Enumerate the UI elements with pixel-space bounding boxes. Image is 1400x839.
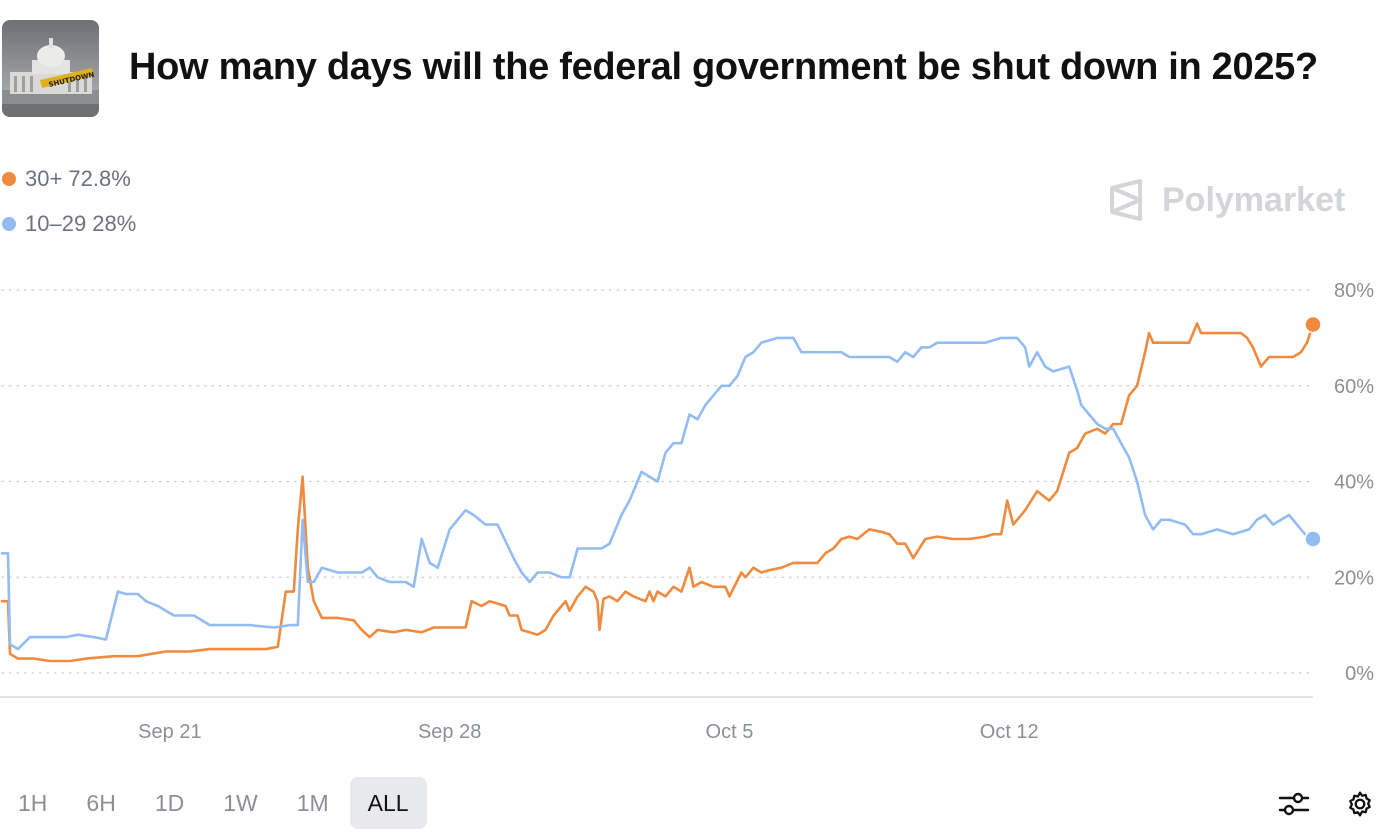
time-range-selector: 1H 6H 1D 1W 1M ALL bbox=[0, 776, 430, 830]
market-thumbnail: SHUTDOWN bbox=[2, 20, 99, 117]
x-tick-label: Sep 28 bbox=[418, 721, 481, 743]
x-tick-label: Sep 21 bbox=[138, 721, 201, 743]
y-tick-label: 0% bbox=[1345, 663, 1374, 685]
y-tick-label: 40% bbox=[1334, 472, 1374, 494]
polymarket-watermark: Polymarket bbox=[1106, 178, 1345, 222]
series-lines bbox=[0, 315, 1322, 663]
capitol-shutdown-image: SHUTDOWN bbox=[2, 20, 99, 117]
range-button-all[interactable]: ALL bbox=[349, 777, 427, 829]
legend-dot bbox=[2, 171, 16, 186]
range-button-6h[interactable]: 6H bbox=[86, 789, 116, 816]
y-tick-label: 80% bbox=[1334, 280, 1374, 302]
gear-icon[interactable] bbox=[1344, 788, 1376, 820]
sliders-icon[interactable] bbox=[1278, 788, 1310, 820]
legend-item-10-29: 10–29 28% bbox=[2, 201, 136, 246]
page-title: How many days will the federal governmen… bbox=[129, 46, 1318, 88]
x-tick-label: Oct 12 bbox=[980, 721, 1039, 743]
legend-label: 10–29 28% bbox=[25, 210, 137, 236]
chart-legend: 30+ 72.8% 10–29 28% bbox=[2, 156, 136, 246]
range-button-1w[interactable]: 1W bbox=[223, 789, 258, 816]
legend-dot bbox=[2, 216, 16, 231]
series-end-marker bbox=[1304, 315, 1322, 334]
range-button-1d[interactable]: 1D bbox=[154, 789, 185, 816]
x-axis-ticks: Sep 21 Sep 28 Oct 5 Oct 12 bbox=[138, 721, 1039, 743]
x-tick-label: Oct 5 bbox=[706, 721, 754, 743]
y-axis-ticks: 80% 60% 40% 20% 0% bbox=[1334, 280, 1374, 685]
grid-lines bbox=[1, 289, 1314, 674]
range-button-1h[interactable]: 1H bbox=[18, 789, 48, 816]
range-button-1m[interactable]: 1M bbox=[296, 789, 329, 816]
polymarket-logo-icon bbox=[1110, 179, 1142, 221]
y-tick-label: 60% bbox=[1334, 376, 1374, 398]
legend-label: 30+ 72.8% bbox=[25, 165, 131, 191]
series-end-marker bbox=[1304, 530, 1322, 548]
watermark-text: Polymarket bbox=[1162, 180, 1346, 219]
probability-line-chart[interactable]: 80% 60% 40% 20% 0% Sep 21 Sep 28 Oct 5 Oct 12 bbox=[0, 260, 1400, 760]
series-line-1 bbox=[0, 336, 1315, 651]
legend-item-30-plus: 30+ 72.8% bbox=[2, 156, 136, 201]
y-tick-label: 20% bbox=[1334, 567, 1374, 589]
series-line-0 bbox=[0, 322, 1315, 663]
